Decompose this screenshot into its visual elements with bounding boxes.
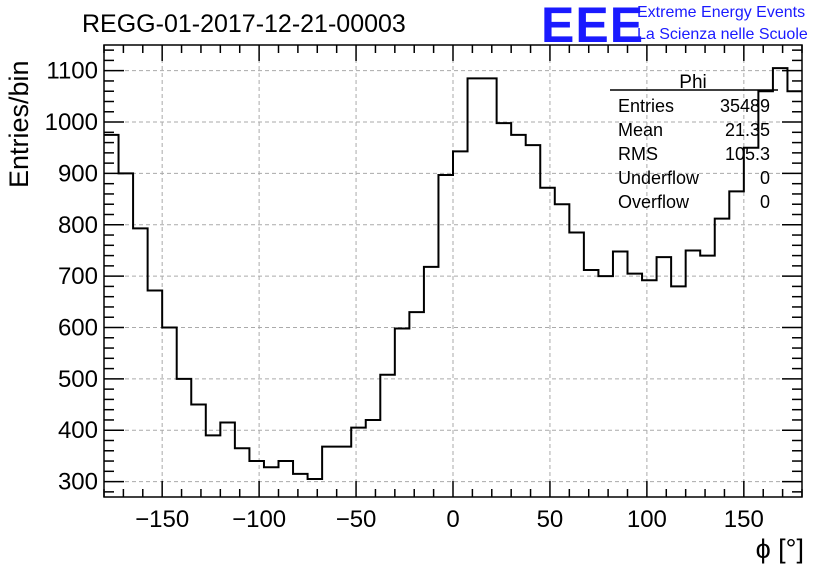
stats-value: 35489 xyxy=(719,96,770,116)
stats-label: Entries xyxy=(618,96,675,116)
x-tick-label: −50 xyxy=(336,506,377,533)
stats-label: Overflow xyxy=(618,192,690,212)
y-tick-label: 400 xyxy=(58,417,98,444)
stats-value: 21.35 xyxy=(724,120,770,140)
y-tick-label: 700 xyxy=(58,263,98,290)
x-tick-label: −100 xyxy=(232,506,286,533)
stats-label: RMS xyxy=(618,144,658,164)
x-axis-label: ϕ [°] xyxy=(755,534,804,564)
logo-line-1: Extreme Energy Events xyxy=(637,4,806,21)
stats-value: 0 xyxy=(759,192,770,212)
x-tick-label: 0 xyxy=(446,506,459,533)
chart-title: REGG-01-2017-12-21-00003 xyxy=(82,10,406,38)
x-tick-label: −150 xyxy=(135,506,189,533)
stats-row-mean: Mean 21.35 xyxy=(610,118,770,142)
axis-tick-labels: −150 −100 −50 0 50 100 150 300 400 500 600 700 800 90… xyxy=(45,58,764,533)
axis-ticks xyxy=(103,45,803,497)
stats-row-underflow: Underflow 0 xyxy=(610,166,770,190)
y-tick-label: 600 xyxy=(58,315,98,342)
y-tick-label: 1100 xyxy=(46,58,98,85)
x-tick-label: 150 xyxy=(724,506,764,533)
x-tick-label: 100 xyxy=(627,506,667,533)
y-axis-label: Entries/bin xyxy=(4,60,34,188)
stats-row-rms: RMS 105.3 xyxy=(610,142,770,166)
stats-row-entries: Entries 35489 xyxy=(610,94,770,118)
stats-box: Phi Entries 35489 Mean 21.35 RMS 105.3 U… xyxy=(610,72,770,214)
stats-label: Underflow xyxy=(618,168,700,188)
eee-logo: EEE xyxy=(541,0,645,53)
y-tick-label: 1000 xyxy=(45,109,98,136)
stats-label: Mean xyxy=(618,120,664,140)
y-tick-label: 900 xyxy=(58,160,98,187)
stats-value: 105.3 xyxy=(724,144,770,164)
stats-value: 0 xyxy=(759,168,770,188)
histogram-series xyxy=(104,67,802,481)
y-tick-label: 500 xyxy=(58,366,98,393)
stats-row-overflow: Overflow 0 xyxy=(610,190,770,214)
stats-box-title: Phi xyxy=(679,72,707,93)
y-tick-label: 800 xyxy=(58,212,98,239)
x-tick-label: 50 xyxy=(537,506,564,533)
y-tick-label: 300 xyxy=(58,469,98,496)
logo-line-2: La Scienza nelle Scuole xyxy=(637,26,808,43)
